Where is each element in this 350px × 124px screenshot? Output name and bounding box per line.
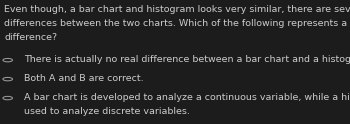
Text: difference?: difference? — [4, 33, 57, 43]
Text: Both A and B are correct.: Both A and B are correct. — [24, 74, 144, 83]
Text: A bar chart is developed to analyze a continuous variable, while a histogram is: A bar chart is developed to analyze a co… — [24, 93, 350, 102]
Text: used to analyze discrete variables.: used to analyze discrete variables. — [24, 107, 190, 116]
Text: There is actually no real difference between a bar chart and a histogram.: There is actually no real difference bet… — [24, 55, 350, 64]
Text: Even though, a bar chart and histogram looks very similar, there are several: Even though, a bar chart and histogram l… — [4, 5, 350, 14]
Text: differences between the two charts. Which of the following represents a key: differences between the two charts. Whic… — [4, 19, 350, 28]
